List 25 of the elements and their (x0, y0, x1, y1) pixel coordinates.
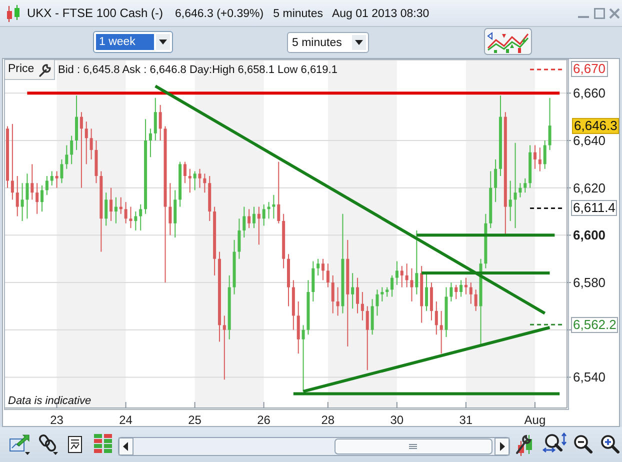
y-tick-label: 6,660 (573, 86, 606, 101)
ref-line-label: 6,562.2 (573, 316, 616, 332)
dropdown: 5 minutes (287, 32, 369, 53)
x-tick-label: 25 (188, 413, 202, 427)
x-tick-label: 23 (50, 413, 64, 427)
annotation: Price (8, 63, 34, 75)
annotation: Data is indicative (8, 395, 92, 407)
ref-line-label: 6,670 (573, 61, 606, 76)
chart-title: UKX - FTSE 100 Cash (-) (27, 6, 164, 20)
y-tick-label: 6,640 (573, 132, 606, 148)
y-tick-label: 6,540 (573, 370, 606, 385)
annotation: Bid : 6,645.8 Ask : 6,646.8 Day:High 6,658.1 Low 6,619.1 (58, 64, 338, 76)
x-tick-label: 24 (119, 413, 133, 427)
x-tick-label: 28 (321, 413, 335, 427)
y-tick-label: 6,600 (573, 228, 606, 243)
x-tick-label: 31 (459, 413, 473, 427)
x-tick-label: Aug (524, 413, 546, 427)
y-tick-label: 6,620 (573, 180, 606, 196)
ref-line-label: 6,611.4 (573, 200, 616, 216)
y-tick-label: 6,580 (573, 275, 606, 290)
dropdown: 1 week (93, 31, 173, 53)
x-tick-label: 26 (257, 413, 271, 427)
text: 6,646.3 (574, 118, 618, 133)
x-tick-label: 30 (390, 413, 404, 427)
chart-subtitle: 6,646.3 (+0.39%) 5 minutes Aug 01 2013 08:30 (175, 8, 430, 20)
